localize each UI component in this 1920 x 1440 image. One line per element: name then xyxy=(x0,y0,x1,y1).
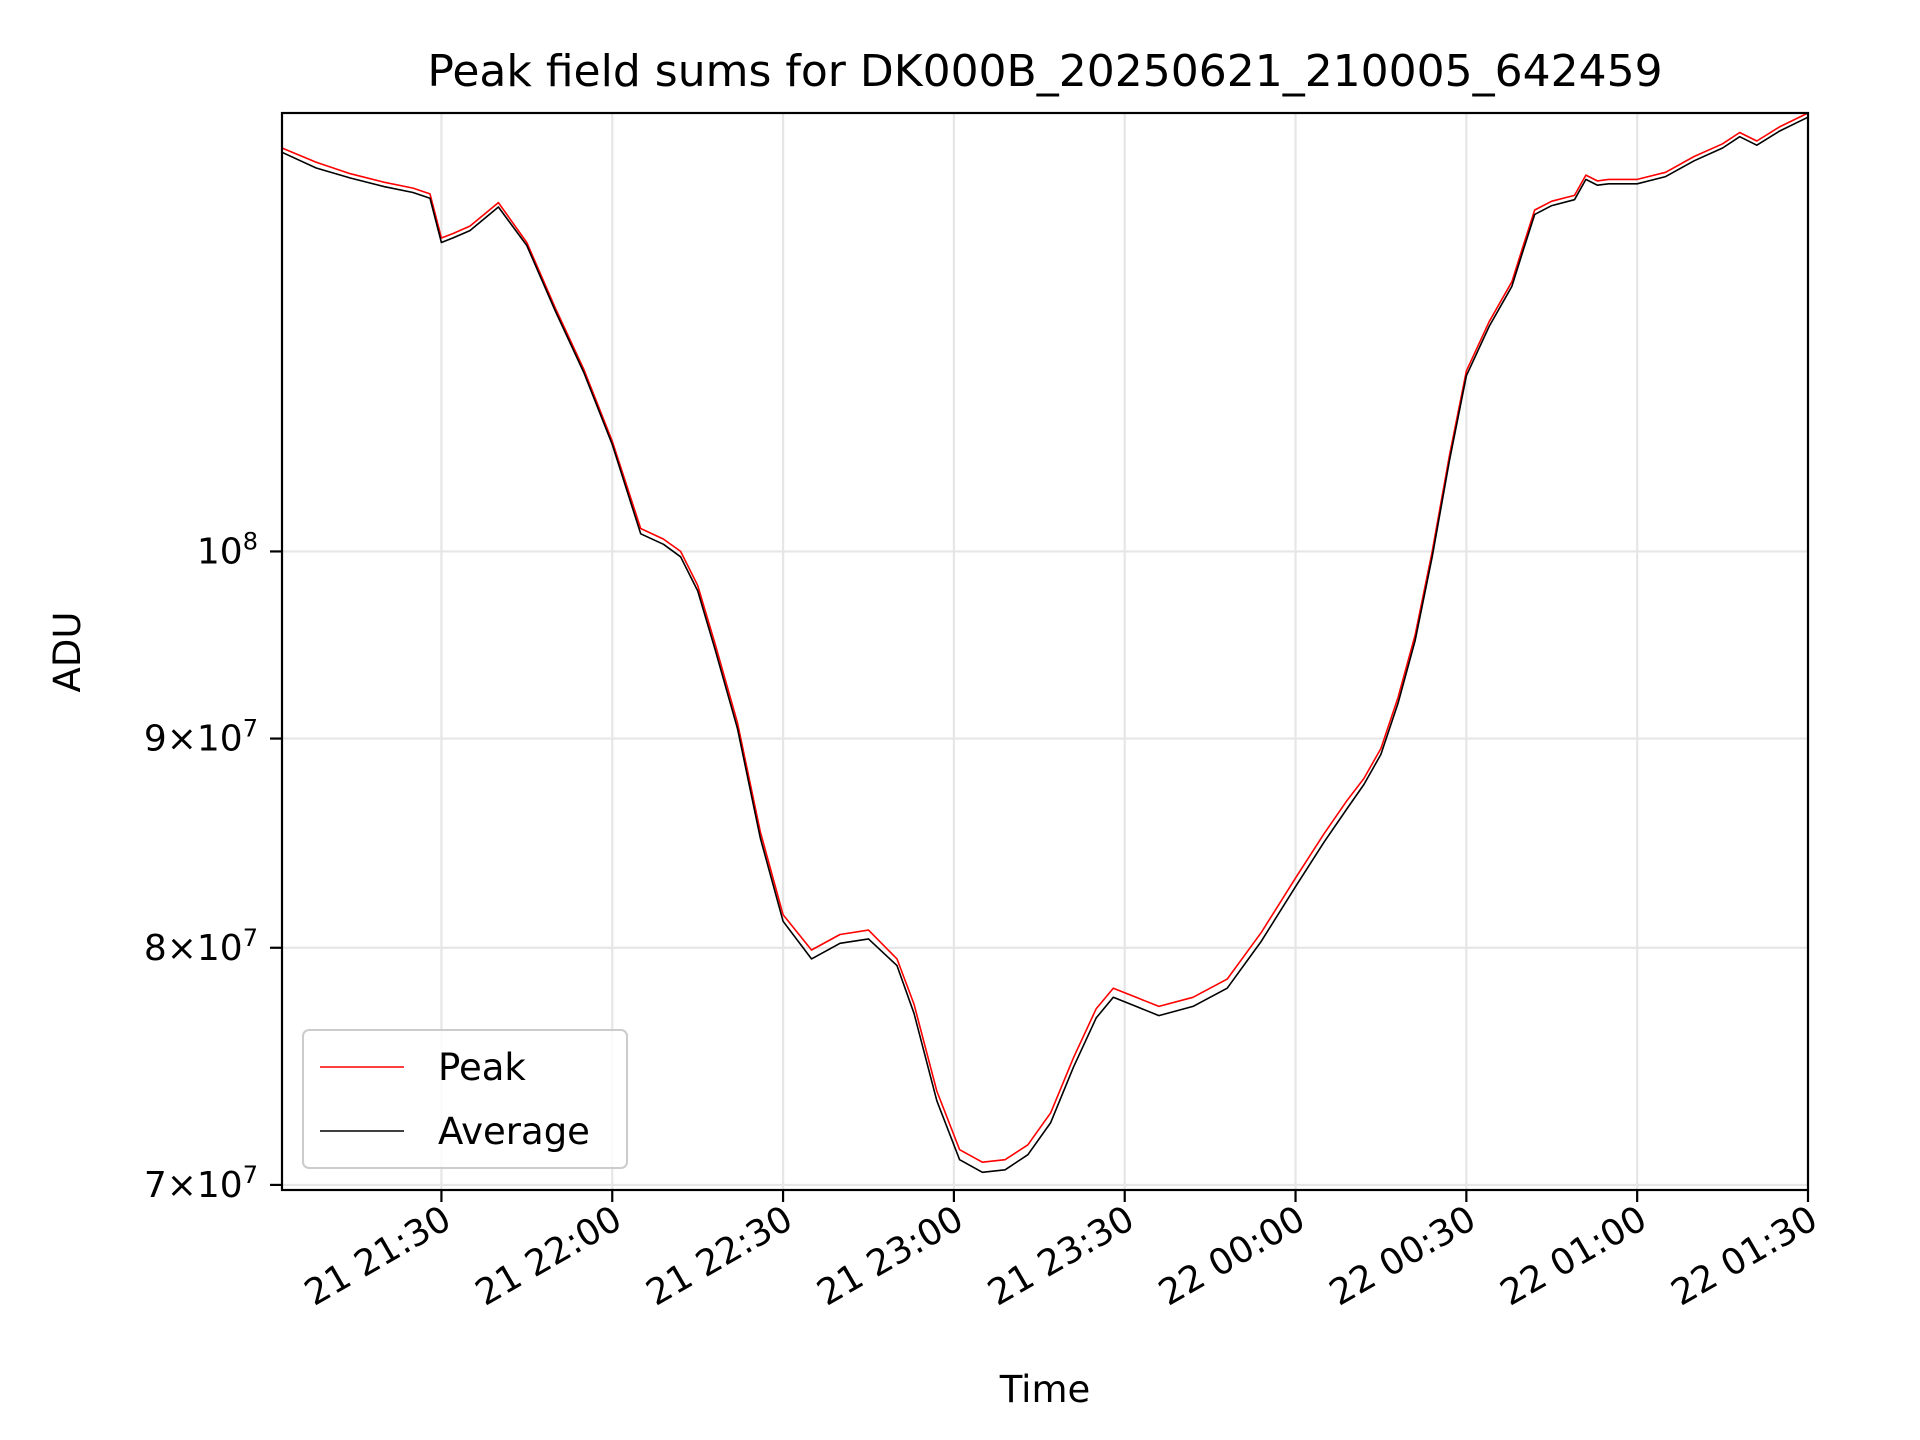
legend: Peak Average xyxy=(302,1029,628,1169)
plot-frame xyxy=(280,111,1810,1192)
y-axis-label: ADU xyxy=(46,612,89,693)
series-line-peak xyxy=(281,112,1809,1163)
legend-box xyxy=(302,1029,628,1169)
legend-label-average: Average xyxy=(438,1110,590,1153)
series-line-average xyxy=(281,116,1809,1174)
y-tick-label: 7×107 xyxy=(144,1161,258,1206)
x-axis-label: Time xyxy=(999,1368,1091,1411)
series-layer xyxy=(281,112,1809,1174)
y-tick-label: 8×107 xyxy=(144,924,258,969)
y-tick-label: 9×107 xyxy=(144,715,258,760)
legend-label-peak: Peak xyxy=(438,1046,526,1089)
chart-title: Peak field sums for DK000B_20250621_2100… xyxy=(427,46,1662,97)
